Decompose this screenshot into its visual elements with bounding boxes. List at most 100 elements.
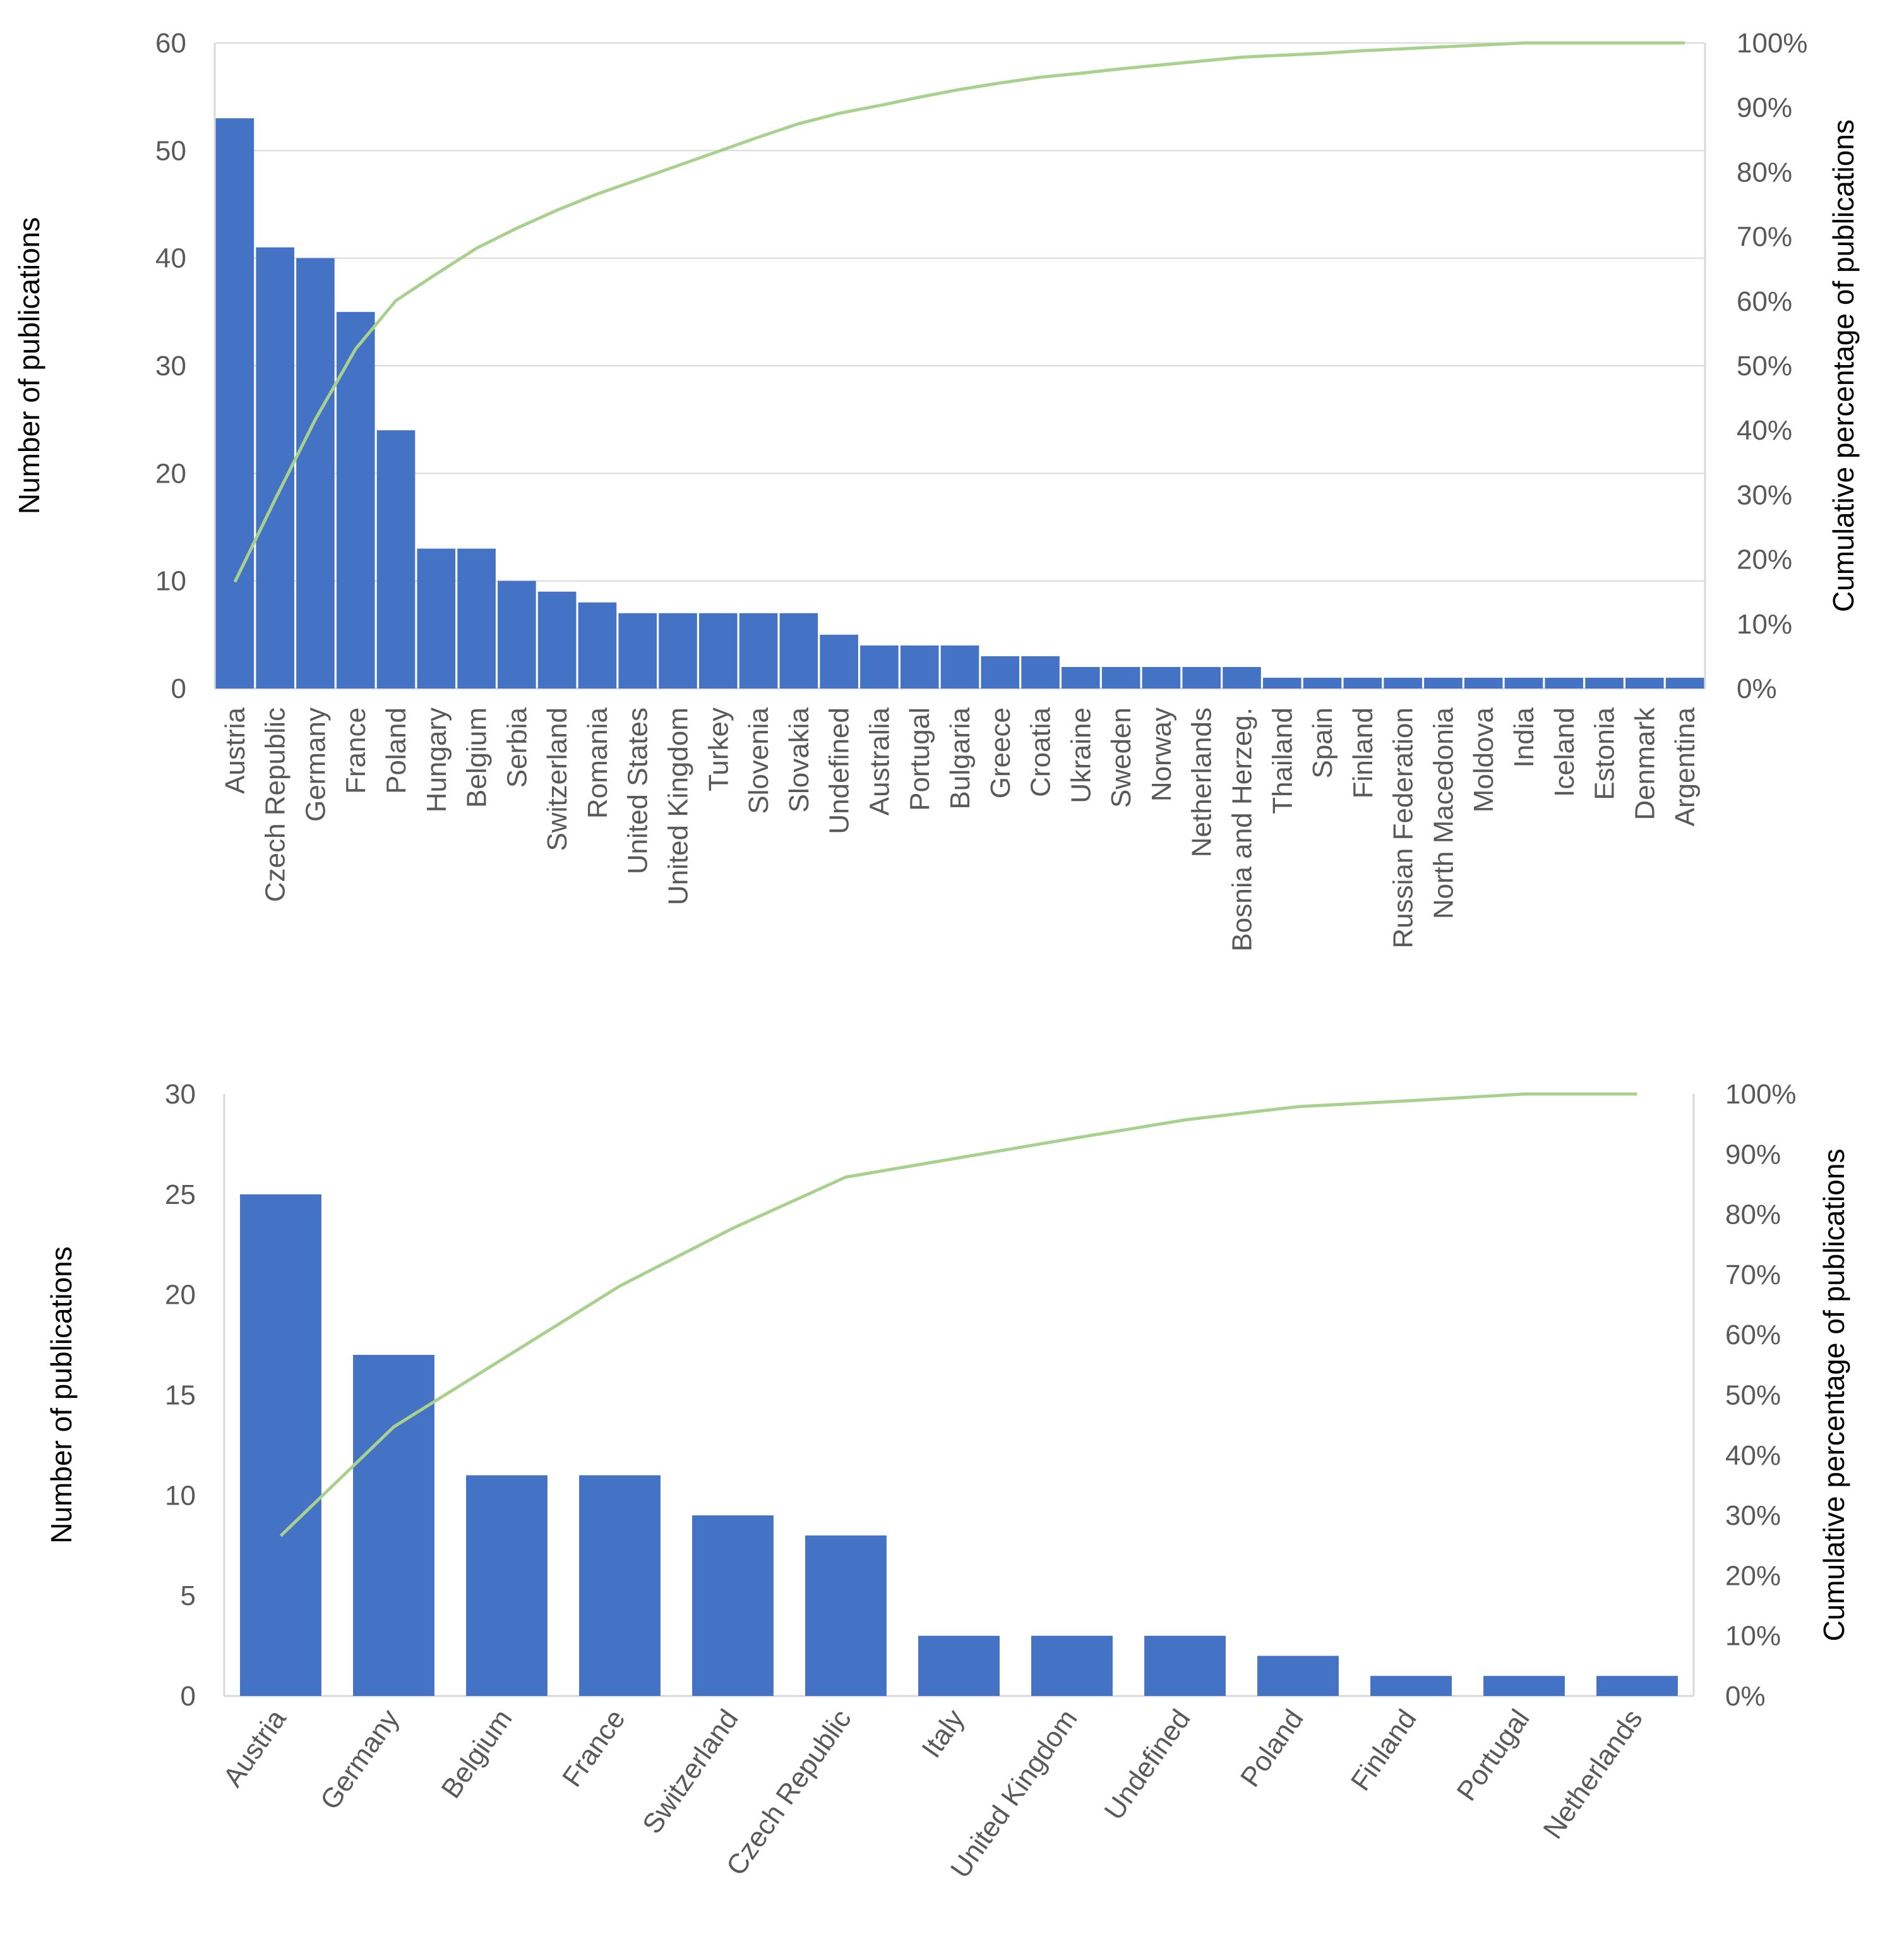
x-tick-label: Portugal [1451,1704,1536,1807]
bar [1370,1676,1452,1696]
bar [981,656,1020,688]
bar [618,613,657,688]
bar [336,311,375,688]
bar [1223,666,1261,688]
x-tick-label: Bulgaria [945,707,976,809]
y-tick-label: 50 [155,135,186,166]
x-tick-label: Bosnia and Herzeg. [1226,707,1257,951]
bar [1142,666,1181,688]
y2-tick-label: 80% [1737,157,1792,188]
bar [1464,677,1503,688]
bar [1596,1676,1678,1696]
y-tick-label: 60 [155,28,186,59]
bar [376,430,416,688]
y-tick-label: 5 [181,1580,196,1611]
y-tick-label: 10 [155,566,186,597]
x-tick-label: Belgium [435,1704,518,1804]
y2-tick-label: 80% [1725,1199,1781,1230]
x-tick-label: France [340,707,371,794]
x-tick-label: Slovenia [743,707,774,814]
bar [240,1194,321,1696]
x-tick-label: Poland [381,707,412,794]
chart-bottom: 0 5 10 15 20 25 30 0% 10% 20% 30% 40% 50% 60% 70% 80% 90… [45,1079,1850,1884]
y2-tick-label: 70% [1737,222,1792,253]
bar [1303,677,1342,688]
x-tick-label: Russian Federation [1388,707,1419,949]
x-tick-label: Italy [916,1704,970,1764]
bar [1665,677,1704,688]
bar [296,258,335,689]
y2-axis-title: Cumulative percentage of publications [1827,119,1860,612]
y-tick-label: 40 [155,243,186,274]
x-tick-label: Undefined [824,707,855,834]
x-tick-label: Serbia [501,707,532,788]
x-tick-label: Czech Republic [721,1704,858,1882]
y2-tick-label: 10% [1725,1621,1781,1652]
x-tick-label: Switzerland [542,707,573,851]
bar [579,1475,661,1696]
y2-tick-label: 0% [1725,1681,1766,1712]
y2-tick-label: 90% [1725,1139,1781,1170]
bar [940,645,979,688]
bar [1424,677,1463,688]
bar [1101,666,1140,688]
x-tick-label: Austria [217,1704,292,1793]
y-tick-label: 0 [171,673,186,704]
bar [659,613,697,688]
bar [1257,1656,1339,1696]
x-tick-label: Belgium [462,707,493,808]
bar [739,613,778,688]
y-tick-label: 0 [181,1681,196,1712]
x-tick-label: India [1509,707,1540,767]
x-tick-label: Undefined [1098,1704,1196,1825]
bar [1483,1676,1565,1696]
y2-tick-label: 70% [1725,1260,1781,1290]
x-tick-label: Estonia [1589,707,1620,800]
y-tick-label: 10 [165,1480,196,1511]
bar [578,602,617,688]
bar [692,1515,774,1696]
x-tick-label: Netherlands [1537,1704,1648,1844]
bar [1625,677,1664,688]
x-tick-label: Norway [1146,707,1177,802]
x-tick-label: Thailand [1267,707,1298,814]
bar [1343,677,1382,688]
y2-tick-label: 50% [1725,1380,1781,1411]
bar [1021,656,1060,688]
y2-tick-label: 30% [1737,479,1792,510]
x-tick-label: Turkey [703,707,734,791]
bar [1062,666,1100,688]
y2-tick-label: 40% [1737,415,1792,446]
y-tick-label: 15 [165,1380,196,1411]
bar [805,1535,887,1696]
bar [918,1635,1000,1696]
bar [1144,1635,1226,1696]
x-tick-label: Germany [314,1704,405,1815]
x-tick-label: Denmark [1629,707,1660,820]
chart-top: 0 10 20 30 40 50 60 0% 10% 20% 30% 40% 50% 60% 70% 80% 9… [13,28,1860,951]
cumulative-line [233,41,1685,583]
bar [1031,1635,1113,1696]
x-tick-label: Moldova [1468,707,1499,812]
bar [820,634,858,688]
bar [417,548,456,688]
bar [457,548,496,688]
bar [1585,677,1624,688]
bar [466,1475,548,1696]
x-tick-label: United States [623,707,654,874]
bar [353,1354,434,1696]
x-tick-label: Sweden [1106,707,1137,808]
y-tick-label: 30 [165,1079,196,1110]
y2-tick-label: 20% [1725,1560,1781,1591]
y2-tick-label: 50% [1737,351,1792,382]
bar [215,118,254,688]
x-tick-label: Hungary [421,707,452,812]
x-tick-label: Portugal [904,707,935,811]
bar [256,247,294,689]
bar [779,613,818,688]
x-tick-label: Switzerland [637,1704,745,1839]
x-tick-label: Czech Republic [260,707,291,902]
x-tick-label: Slovakia [784,707,815,812]
x-tick-label: Greece [985,707,1016,798]
bar [1504,677,1543,688]
